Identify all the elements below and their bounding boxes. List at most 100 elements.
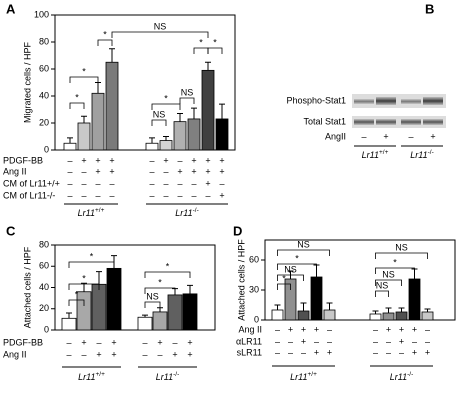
group-label: Lr11+/+: [362, 149, 389, 161]
error-bar: [67, 137, 73, 144]
condition-sign: –: [149, 178, 154, 188]
condition-label: CM of Lr11-/-: [3, 190, 55, 200]
condition-sign: +: [163, 155, 168, 165]
bar: [369, 313, 382, 321]
condition-sign: +: [425, 347, 430, 357]
bar: [167, 294, 183, 331]
condition-sign: +: [205, 178, 210, 188]
condition-sign: +: [288, 324, 293, 334]
condition-sign: –: [288, 347, 293, 357]
error-bar: [142, 314, 148, 318]
condition-sign: –: [301, 347, 306, 357]
significance-bracket: [277, 249, 330, 256]
y-tick-label: 80: [39, 239, 49, 249]
panel-letter: A: [6, 1, 16, 16]
bar: [201, 69, 215, 151]
condition-sign: –: [149, 166, 154, 176]
blot-row-label: Phospho-Stat1: [286, 95, 346, 105]
y-tick-label: 80: [39, 36, 49, 46]
condition-sign: –: [163, 166, 168, 176]
condition-sign: –: [66, 349, 71, 359]
gene-name: Lr11: [78, 372, 95, 382]
condition-sign: –: [288, 336, 293, 346]
significance-bracket: [193, 47, 209, 54]
significance-bracket: [277, 283, 291, 290]
condition-sign: –: [386, 347, 391, 357]
error-bar: [274, 304, 281, 310]
significance-label: *: [213, 37, 217, 47]
y-tick-label: 40: [39, 90, 49, 100]
gene-name: Lr11: [390, 372, 407, 382]
bar: [77, 122, 91, 151]
condition-sign: +: [177, 166, 182, 176]
condition-sign: +: [219, 166, 224, 176]
significance-label: *: [82, 273, 86, 283]
condition-sign: +: [109, 155, 114, 165]
significance-bracket: [277, 274, 304, 281]
significance-label: *: [75, 92, 79, 102]
condition-sign: +: [327, 347, 332, 357]
condition-sign: –: [96, 337, 101, 347]
plot-frame: [264, 239, 456, 321]
condition-sign: –: [373, 336, 378, 346]
panel-letter: B: [425, 1, 434, 16]
gene-name: Lr11: [290, 372, 307, 382]
condition-sign: +: [187, 337, 192, 347]
condition-sign: +: [191, 166, 196, 176]
condition-sign: –: [163, 178, 168, 188]
y-axis-label: Attached cells / HPF: [236, 239, 246, 321]
condition-sign: –: [275, 336, 280, 346]
plot-frame: [54, 14, 236, 151]
significance-bracket: [68, 283, 100, 290]
condition-sign: –: [373, 324, 378, 334]
total-band: [401, 119, 421, 125]
significance-label: *: [199, 37, 203, 47]
condition-sign: –: [109, 190, 114, 200]
condition-sign: –: [95, 190, 100, 200]
condition-sign: –: [425, 336, 430, 346]
y-tick-label: 0: [44, 144, 49, 154]
condition-label: Ang II: [3, 349, 27, 359]
error-bar: [81, 282, 87, 292]
significance-label: NS: [297, 239, 310, 249]
condition-sign: +: [205, 166, 210, 176]
total-band: [376, 119, 396, 125]
condition-sign: –: [327, 336, 332, 346]
bar: [137, 316, 153, 331]
condition-label: PDGF-BB: [3, 155, 43, 165]
condition-sign: –: [205, 190, 210, 200]
condition-sign: +: [191, 155, 196, 165]
gene-name: Lr11: [175, 208, 192, 218]
condition-label: αLR11: [236, 336, 262, 346]
condition-sign: +: [386, 324, 391, 334]
significance-bracket: [144, 271, 191, 278]
y-tick-label: 60: [39, 63, 49, 73]
significance-label: NS: [146, 291, 159, 301]
condition-sign: –: [314, 336, 319, 346]
condition-sign: –: [275, 347, 280, 357]
condition-sign: –: [67, 178, 72, 188]
significance-label: *: [164, 93, 168, 103]
significance-label: NS: [154, 21, 167, 31]
gene-name: Lr11: [156, 372, 173, 382]
y-tick-label: 60: [39, 261, 49, 271]
condition-sign: +: [95, 166, 100, 176]
condition-sign: –: [109, 178, 114, 188]
condition-sign: +: [111, 349, 116, 359]
condition-sign: +: [157, 337, 162, 347]
group-label: Lr11+/+: [78, 371, 105, 383]
condition-sign: –: [177, 155, 182, 165]
significance-bracket: [68, 261, 115, 268]
gene-name: Lr11: [362, 150, 379, 160]
bar: [395, 311, 408, 321]
error-bar: [219, 103, 225, 119]
error-bar: [300, 302, 307, 311]
significance-label: *: [158, 277, 162, 287]
error-bar: [177, 113, 183, 122]
phospho-band: [354, 99, 374, 104]
condition-sign: +: [81, 155, 86, 165]
group-label: Lr11-/-: [390, 371, 414, 383]
condition-sign: –: [149, 190, 154, 200]
bar: [159, 140, 173, 151]
condition-sign: –: [386, 336, 391, 346]
